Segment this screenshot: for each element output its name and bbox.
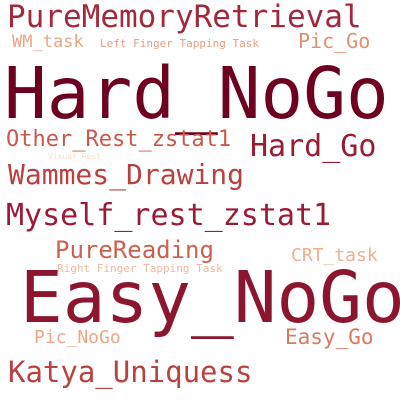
word-pic-nogo: Pic_NoGo — [34, 327, 121, 348]
word-other-rest-zstat1: Other_Rest_zstat1 — [6, 127, 232, 152]
word-wammes-drawing: Wammes_Drawing — [8, 158, 245, 191]
word-myself-rest-zstat1: Myself_rest_zstat1 — [6, 198, 332, 233]
word-hard-go: Hard_Go — [250, 129, 377, 164]
word-easy-go: Easy_Go — [285, 325, 374, 349]
word-pure-reading: PureReading — [55, 236, 214, 264]
word-right-finger-tapping-task: Right Finger Tapping Task — [57, 262, 223, 275]
word-crt-task: CRT_task — [291, 245, 378, 266]
word-hard-nogo: Hard_NoGo — [4, 52, 389, 135]
word-katya-uniquess: Katya_Uniquess — [8, 355, 253, 389]
word-easy-nogo: Easy_NoGo — [20, 256, 400, 339]
word-pure-memory-retrieval: PureMemoryRetrieval — [7, 0, 362, 35]
word-left-finger-tapping-task: Left Finger Tapping Task — [100, 37, 259, 50]
word-pic-go: Pic_Go — [298, 29, 371, 53]
word-faint: Visual_Rest — [48, 152, 101, 161]
word-wm-task: WM_task — [12, 32, 84, 52]
